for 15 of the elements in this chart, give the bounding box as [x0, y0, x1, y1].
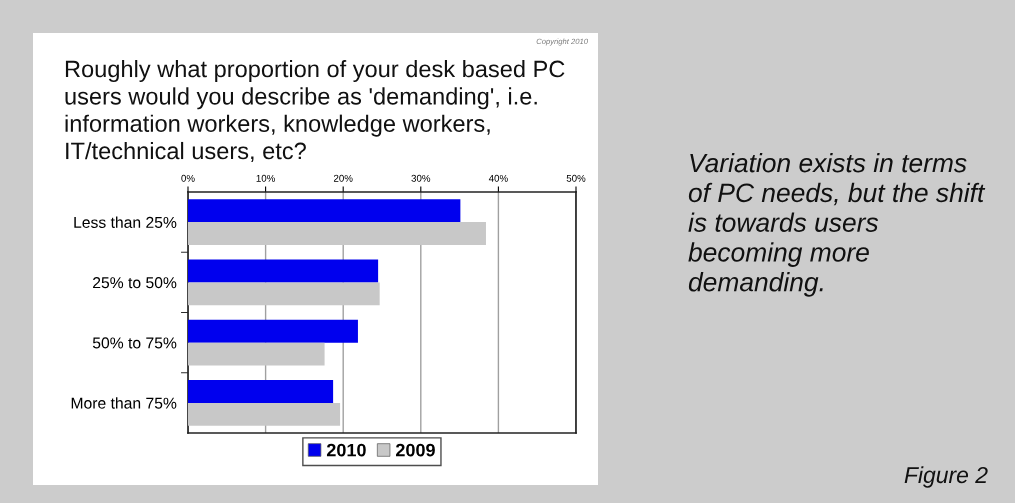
y-tick-label: 50% to 75%: [92, 337, 177, 349]
x-tick-label: 50%: [566, 174, 586, 182]
legend-label: 2009: [396, 443, 435, 457]
text: Variation exists in terms of PC needs, but the shift is towards users becoming more demanding.: [688, 153, 986, 297]
caption: Figure 2: [904, 466, 988, 488]
y-tick-label: 25% to 50%: [93, 277, 177, 289]
chart-title: Roughly what proportion of your desk based PC users would you describe as 'demanding', i.e. information workers, knowledge workers, IT/technical users, etc?: [65, 60, 565, 163]
x-tick-label: 40%: [488, 174, 508, 182]
x-tick-label: 30%: [411, 174, 431, 182]
legend-label: 2010: [326, 443, 366, 457]
x-tick-label: 20%: [333, 174, 353, 182]
y-tick-label: Less than 25%: [74, 216, 177, 228]
y-tick-label: More than 75%: [71, 397, 177, 409]
x-tick-label: 10%: [256, 174, 275, 182]
x-tick-label: 0%: [181, 174, 195, 182]
